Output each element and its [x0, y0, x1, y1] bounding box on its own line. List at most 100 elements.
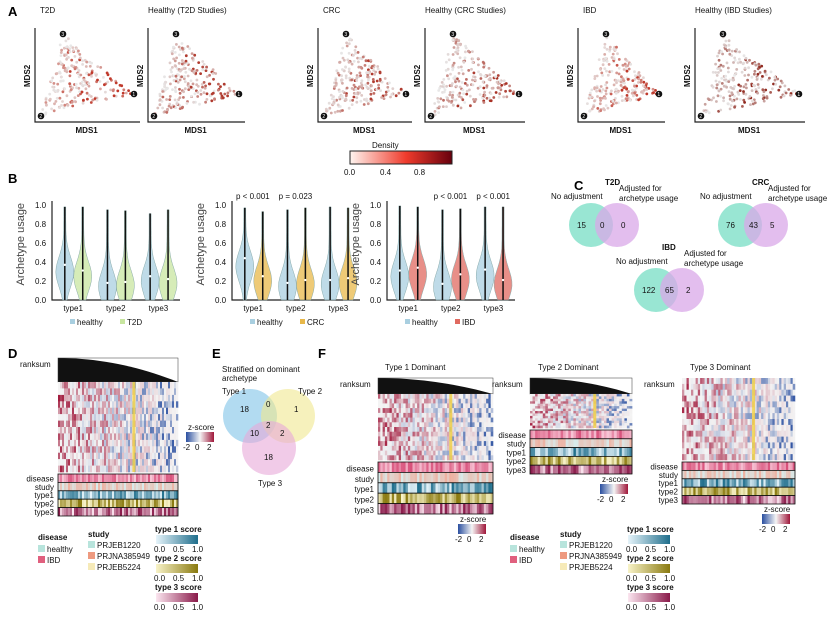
sample-point	[773, 78, 777, 82]
heatmap-cell	[472, 422, 475, 428]
heatmap-cell	[604, 418, 607, 422]
heatmap-cell	[389, 398, 393, 404]
sample-point	[350, 62, 354, 66]
heatmap-cell	[96, 420, 99, 428]
heatmap-cell	[476, 394, 480, 400]
heatmap-cell	[684, 424, 687, 432]
heatmap-cell	[106, 446, 109, 454]
heatmap-cell	[616, 415, 620, 419]
heatmap-cell	[150, 439, 153, 447]
annotation-cell	[122, 490, 125, 500]
heatmap-cell	[535, 411, 538, 414]
heatmap-cell	[700, 395, 703, 402]
heatmap-cell	[114, 401, 117, 409]
sample-point	[177, 73, 180, 77]
sample-point	[619, 80, 623, 84]
heatmap-cell	[456, 422, 459, 428]
annotation-cell	[481, 482, 485, 494]
heatmap-cell	[460, 455, 464, 461]
sample-point	[348, 99, 352, 103]
heatmap-column	[614, 394, 617, 429]
annotation-cell	[545, 430, 549, 439]
sample-point	[344, 97, 348, 101]
sample-point	[733, 56, 737, 60]
sample-point	[477, 63, 480, 67]
sample-point	[722, 96, 725, 100]
sample-point	[590, 107, 594, 111]
heatmap-cell	[616, 418, 620, 422]
heatmap-cell	[118, 465, 121, 473]
sample-point	[208, 73, 212, 77]
sample-point	[352, 53, 355, 57]
heatmap-cell	[122, 446, 125, 454]
annotation-cell	[148, 499, 151, 508]
heatmap-cell	[90, 439, 93, 447]
heatmap-cell	[713, 436, 717, 443]
heatmap-cell	[731, 436, 735, 443]
annotation-cell	[130, 482, 133, 491]
sample-point	[58, 71, 62, 75]
heatmap-cell	[100, 452, 103, 460]
sample-point	[355, 76, 359, 80]
heatmap-cell	[84, 427, 87, 434]
heatmap-cell	[709, 442, 712, 449]
heatmap-cell	[560, 398, 564, 402]
heatmap-cell	[565, 413, 569, 417]
heatmap-cell	[706, 378, 710, 385]
annotation-cell	[407, 503, 411, 514]
heatmap-cell	[86, 433, 89, 441]
annotation-cell	[412, 462, 416, 473]
heatmap-cell	[481, 431, 485, 437]
annotation-cell	[488, 462, 491, 473]
heatmap-cell	[421, 398, 425, 404]
heatmap-cell	[727, 442, 730, 449]
sample-point	[114, 94, 118, 98]
heatmap-cell	[116, 459, 119, 466]
heatmap-cell	[168, 414, 171, 421]
heatmap-cell	[540, 408, 544, 412]
heatmap-cell	[120, 439, 123, 447]
sample-point	[374, 70, 378, 74]
heatmap-cell	[490, 408, 494, 414]
sample-point	[175, 56, 179, 60]
sample-point	[730, 49, 734, 53]
sample-point	[55, 96, 59, 100]
annotation-cell	[568, 438, 572, 448]
sample-point	[727, 70, 730, 74]
sample-point	[717, 109, 720, 113]
sample-point	[593, 86, 597, 90]
heatmap-cell	[108, 427, 111, 434]
sample-point	[511, 92, 515, 95]
heatmap-cell	[456, 436, 459, 442]
heatmap-column	[148, 382, 151, 473]
heatmap-column	[122, 382, 125, 473]
heatmap-cell	[682, 413, 685, 420]
annotation-cell	[433, 462, 436, 473]
archetype-vertex	[150, 112, 158, 120]
heatmap-cell	[140, 407, 143, 415]
heatmap-cell	[100, 446, 103, 454]
heatmap-cell	[414, 455, 418, 461]
heatmap-cell	[158, 452, 161, 460]
sample-point	[451, 103, 455, 107]
heatmap-column	[407, 394, 411, 461]
sample-point	[78, 53, 82, 56]
heatmap-cell	[419, 408, 422, 414]
sample-point	[195, 69, 199, 72]
heatmap-cell	[78, 414, 81, 421]
heatmap-column	[718, 378, 721, 461]
heatmap-cell	[156, 414, 159, 421]
sample-point	[742, 98, 746, 102]
heatmap-cell	[146, 459, 149, 466]
annotation-cell	[118, 482, 121, 491]
heatmap-cell	[108, 459, 111, 466]
annotation-cell	[414, 503, 418, 514]
vertex-label: 3	[61, 32, 64, 38]
heatmap-cell	[451, 431, 455, 437]
heatmap-cell	[76, 382, 79, 389]
annotation-cell	[555, 438, 559, 448]
annotation-row-label: type3	[506, 466, 526, 475]
heatmap-cell	[124, 401, 127, 409]
sample-point	[213, 97, 216, 101]
heatmap-cell	[709, 436, 712, 443]
